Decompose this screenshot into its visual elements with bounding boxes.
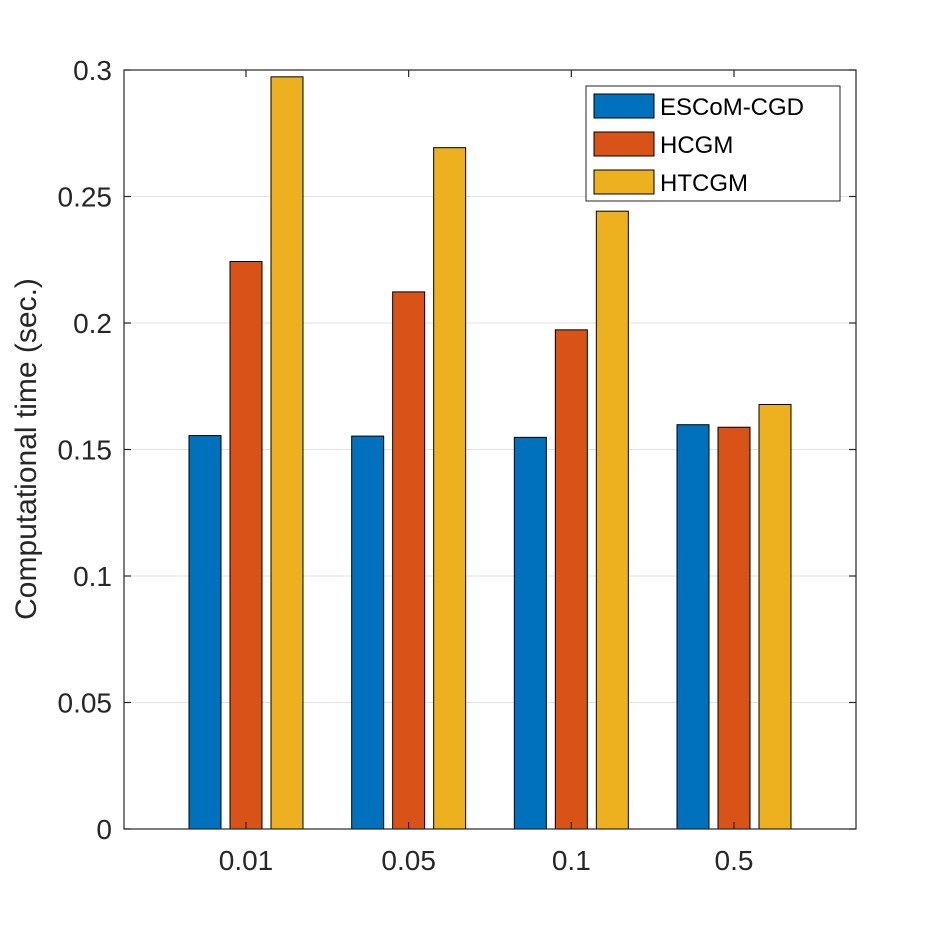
bar-htcgm-0.5 (758, 403, 792, 830)
bar-escom-cgd-0.5 (676, 424, 710, 830)
legend-label: HTCGM (660, 170, 748, 197)
bar-hcgm-0.01 (229, 261, 263, 830)
bar-escom-cgd-0.01 (188, 435, 222, 830)
y-tick-label: 0 (96, 814, 112, 845)
legend-swatch (593, 169, 655, 195)
legend-swatch (593, 131, 655, 157)
legend-label: HCGM (660, 132, 733, 159)
x-tick-label: 0.05 (381, 845, 436, 876)
y-tick-label: 0.2 (73, 308, 112, 339)
x-tick-label: 0.01 (219, 845, 274, 876)
bar-hcgm-0.5 (717, 426, 751, 830)
legend-swatch (593, 93, 655, 119)
bar-htcgm-0.01 (270, 76, 304, 830)
bar-htcgm-0.05 (433, 147, 467, 830)
y-tick-label: 0.1 (73, 561, 112, 592)
y-tick-label: 0.15 (58, 435, 113, 466)
bar-escom-cgd-0.1 (513, 436, 547, 830)
bar-hcgm-0.05 (392, 291, 426, 830)
bars (188, 76, 792, 830)
y-tick-label: 0.3 (73, 55, 112, 86)
y-tick-label: 0.05 (58, 688, 113, 719)
y-axis-label: Computational time (sec.) (10, 278, 43, 620)
legend: ESCoM-CGD HCGM HTCGM (585, 85, 841, 202)
legend-label: ESCoM-CGD (660, 94, 804, 121)
bar-htcgm-0.1 (595, 210, 629, 830)
y-tick-labels: 0 0.05 0.1 0.15 0.2 0.25 0.3 (58, 55, 113, 845)
ticks (124, 69, 856, 830)
x-tick-labels: 0.01 0.05 0.1 0.5 (219, 845, 754, 876)
x-tick-label: 0.1 (552, 845, 591, 876)
y-tick-label: 0.25 (58, 182, 113, 213)
bar-escom-cgd-0.05 (351, 435, 385, 830)
bar-hcgm-0.1 (554, 329, 588, 830)
x-tick-label: 0.5 (715, 845, 754, 876)
